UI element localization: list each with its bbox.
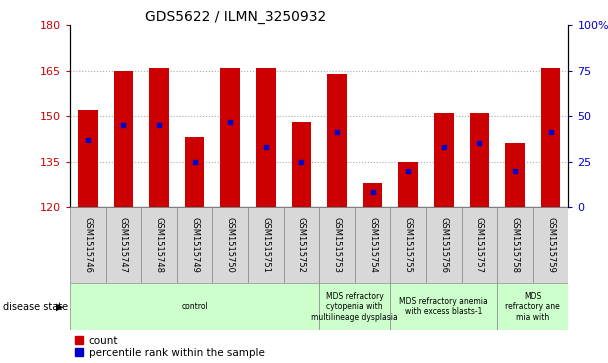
Bar (390, 283, 497, 330)
Text: GSM1515751: GSM1515751 (261, 217, 271, 273)
Text: GSM1515749: GSM1515749 (190, 217, 199, 273)
Bar (505, 143, 525, 207)
Text: GSM1515753: GSM1515753 (333, 217, 342, 273)
Point (546, 130, 556, 135)
Text: GSM1515750: GSM1515750 (226, 217, 235, 273)
Text: control: control (181, 302, 208, 311)
Bar (327, 74, 347, 207)
Text: GSM1515759: GSM1515759 (546, 217, 555, 273)
Legend: count, percentile rank within the sample: count, percentile rank within the sample (75, 335, 264, 358)
Bar (390, 207, 426, 283)
Bar (355, 207, 390, 283)
Text: GSM1515747: GSM1515747 (119, 217, 128, 273)
Bar (149, 68, 169, 207)
Point (154, 122, 164, 128)
Bar (469, 113, 489, 207)
Point (368, 189, 378, 195)
Point (510, 168, 520, 174)
Bar (363, 183, 382, 207)
Bar (533, 207, 568, 283)
Bar (398, 162, 418, 207)
Bar (256, 68, 275, 207)
Text: MDS
refractory ane
mia with: MDS refractory ane mia with (505, 292, 560, 322)
Bar (220, 68, 240, 207)
Bar (106, 207, 141, 283)
Text: GSM1515748: GSM1515748 (154, 217, 164, 273)
Point (119, 122, 128, 128)
Text: GSM1515755: GSM1515755 (404, 217, 413, 273)
Point (261, 144, 271, 150)
Bar (212, 207, 248, 283)
Point (403, 168, 413, 174)
Text: GSM1515758: GSM1515758 (511, 217, 520, 273)
Bar (497, 207, 533, 283)
Bar (78, 110, 97, 207)
Text: GSM1515754: GSM1515754 (368, 217, 377, 273)
Text: GSM1515746: GSM1515746 (83, 217, 92, 273)
Bar (177, 207, 212, 283)
Bar (319, 207, 355, 283)
Bar (461, 207, 497, 283)
Point (83, 137, 92, 143)
Bar (283, 207, 319, 283)
Bar (114, 71, 133, 207)
Bar (426, 207, 461, 283)
Point (226, 119, 235, 125)
Bar (319, 283, 390, 330)
Bar (497, 283, 568, 330)
Text: GDS5622 / ILMN_3250932: GDS5622 / ILMN_3250932 (145, 11, 326, 24)
Point (475, 140, 485, 146)
Point (332, 130, 342, 135)
Bar (292, 122, 311, 207)
Bar (185, 137, 204, 207)
Text: ▶: ▶ (56, 302, 63, 312)
Point (297, 159, 306, 164)
Text: disease state: disease state (3, 302, 68, 312)
Bar (434, 113, 454, 207)
Bar (141, 207, 177, 283)
Text: MDS refractory
cytopenia with
multilineage dysplasia: MDS refractory cytopenia with multilinea… (311, 292, 398, 322)
Bar (541, 68, 561, 207)
Point (190, 159, 199, 164)
Bar (248, 207, 283, 283)
Point (439, 144, 449, 150)
Text: GSM1515756: GSM1515756 (440, 217, 448, 273)
Text: GSM1515757: GSM1515757 (475, 217, 484, 273)
Text: GSM1515752: GSM1515752 (297, 217, 306, 273)
Bar (70, 207, 106, 283)
Bar (70, 283, 319, 330)
Text: MDS refractory anemia
with excess blasts-1: MDS refractory anemia with excess blasts… (399, 297, 488, 317)
